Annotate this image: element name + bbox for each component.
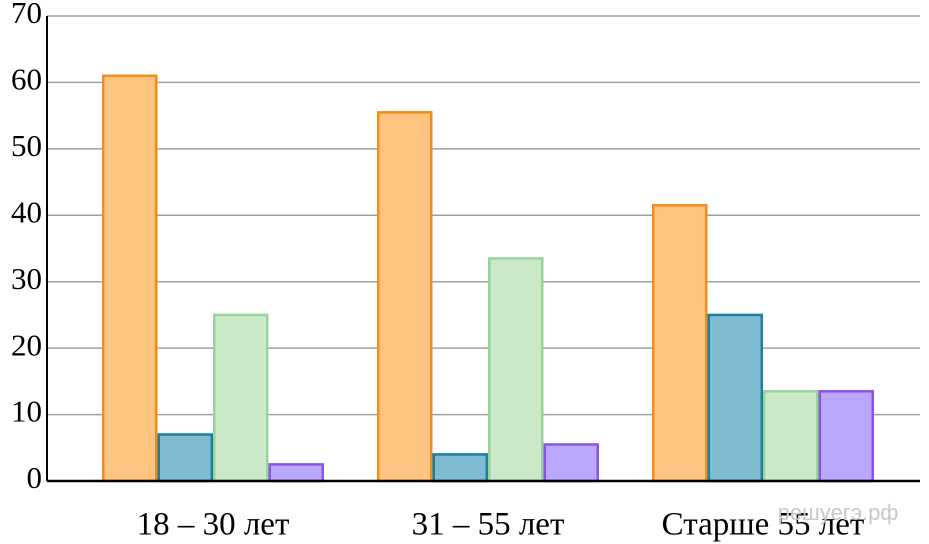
bar	[652, 204, 708, 483]
bar	[157, 433, 213, 483]
x-tick-label: 18 – 30 лет	[137, 507, 290, 543]
y-tick-label: 40	[11, 194, 42, 229]
bar	[268, 463, 324, 483]
bar	[432, 453, 488, 483]
bar	[707, 313, 763, 483]
y-tick-label: 70	[11, 0, 42, 30]
y-tick-label: 0	[27, 460, 43, 495]
bar	[213, 313, 269, 483]
bar	[488, 257, 544, 483]
bar	[818, 390, 874, 483]
y-tick-label: 30	[11, 261, 42, 296]
x-tick-label: Старше 55 лет	[662, 507, 865, 543]
bar	[543, 443, 599, 483]
watermark: решуегэ.рф	[778, 500, 899, 525]
bar	[102, 74, 158, 483]
y-tick-label: 50	[11, 128, 42, 163]
y-tick-label: 10	[11, 394, 42, 429]
plot: 0 10 20 30 40 50 60 70 18 – 30 лет 31 – 55 лет Ста…	[11, 0, 920, 543]
y-tick-label: 20	[11, 327, 42, 362]
x-tick-label: 31 – 55 лет	[412, 507, 565, 543]
y-tick-label: 60	[11, 62, 42, 97]
bar	[377, 111, 433, 483]
bar	[763, 390, 819, 483]
